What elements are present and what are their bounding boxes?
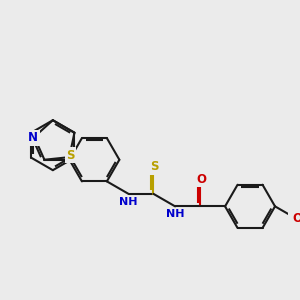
Text: NH: NH xyxy=(119,197,138,207)
Text: NH: NH xyxy=(166,209,184,219)
Text: N: N xyxy=(28,131,38,144)
Text: O: O xyxy=(196,173,206,186)
Text: S: S xyxy=(66,149,74,162)
Text: S: S xyxy=(150,160,159,173)
Text: O: O xyxy=(292,212,300,225)
